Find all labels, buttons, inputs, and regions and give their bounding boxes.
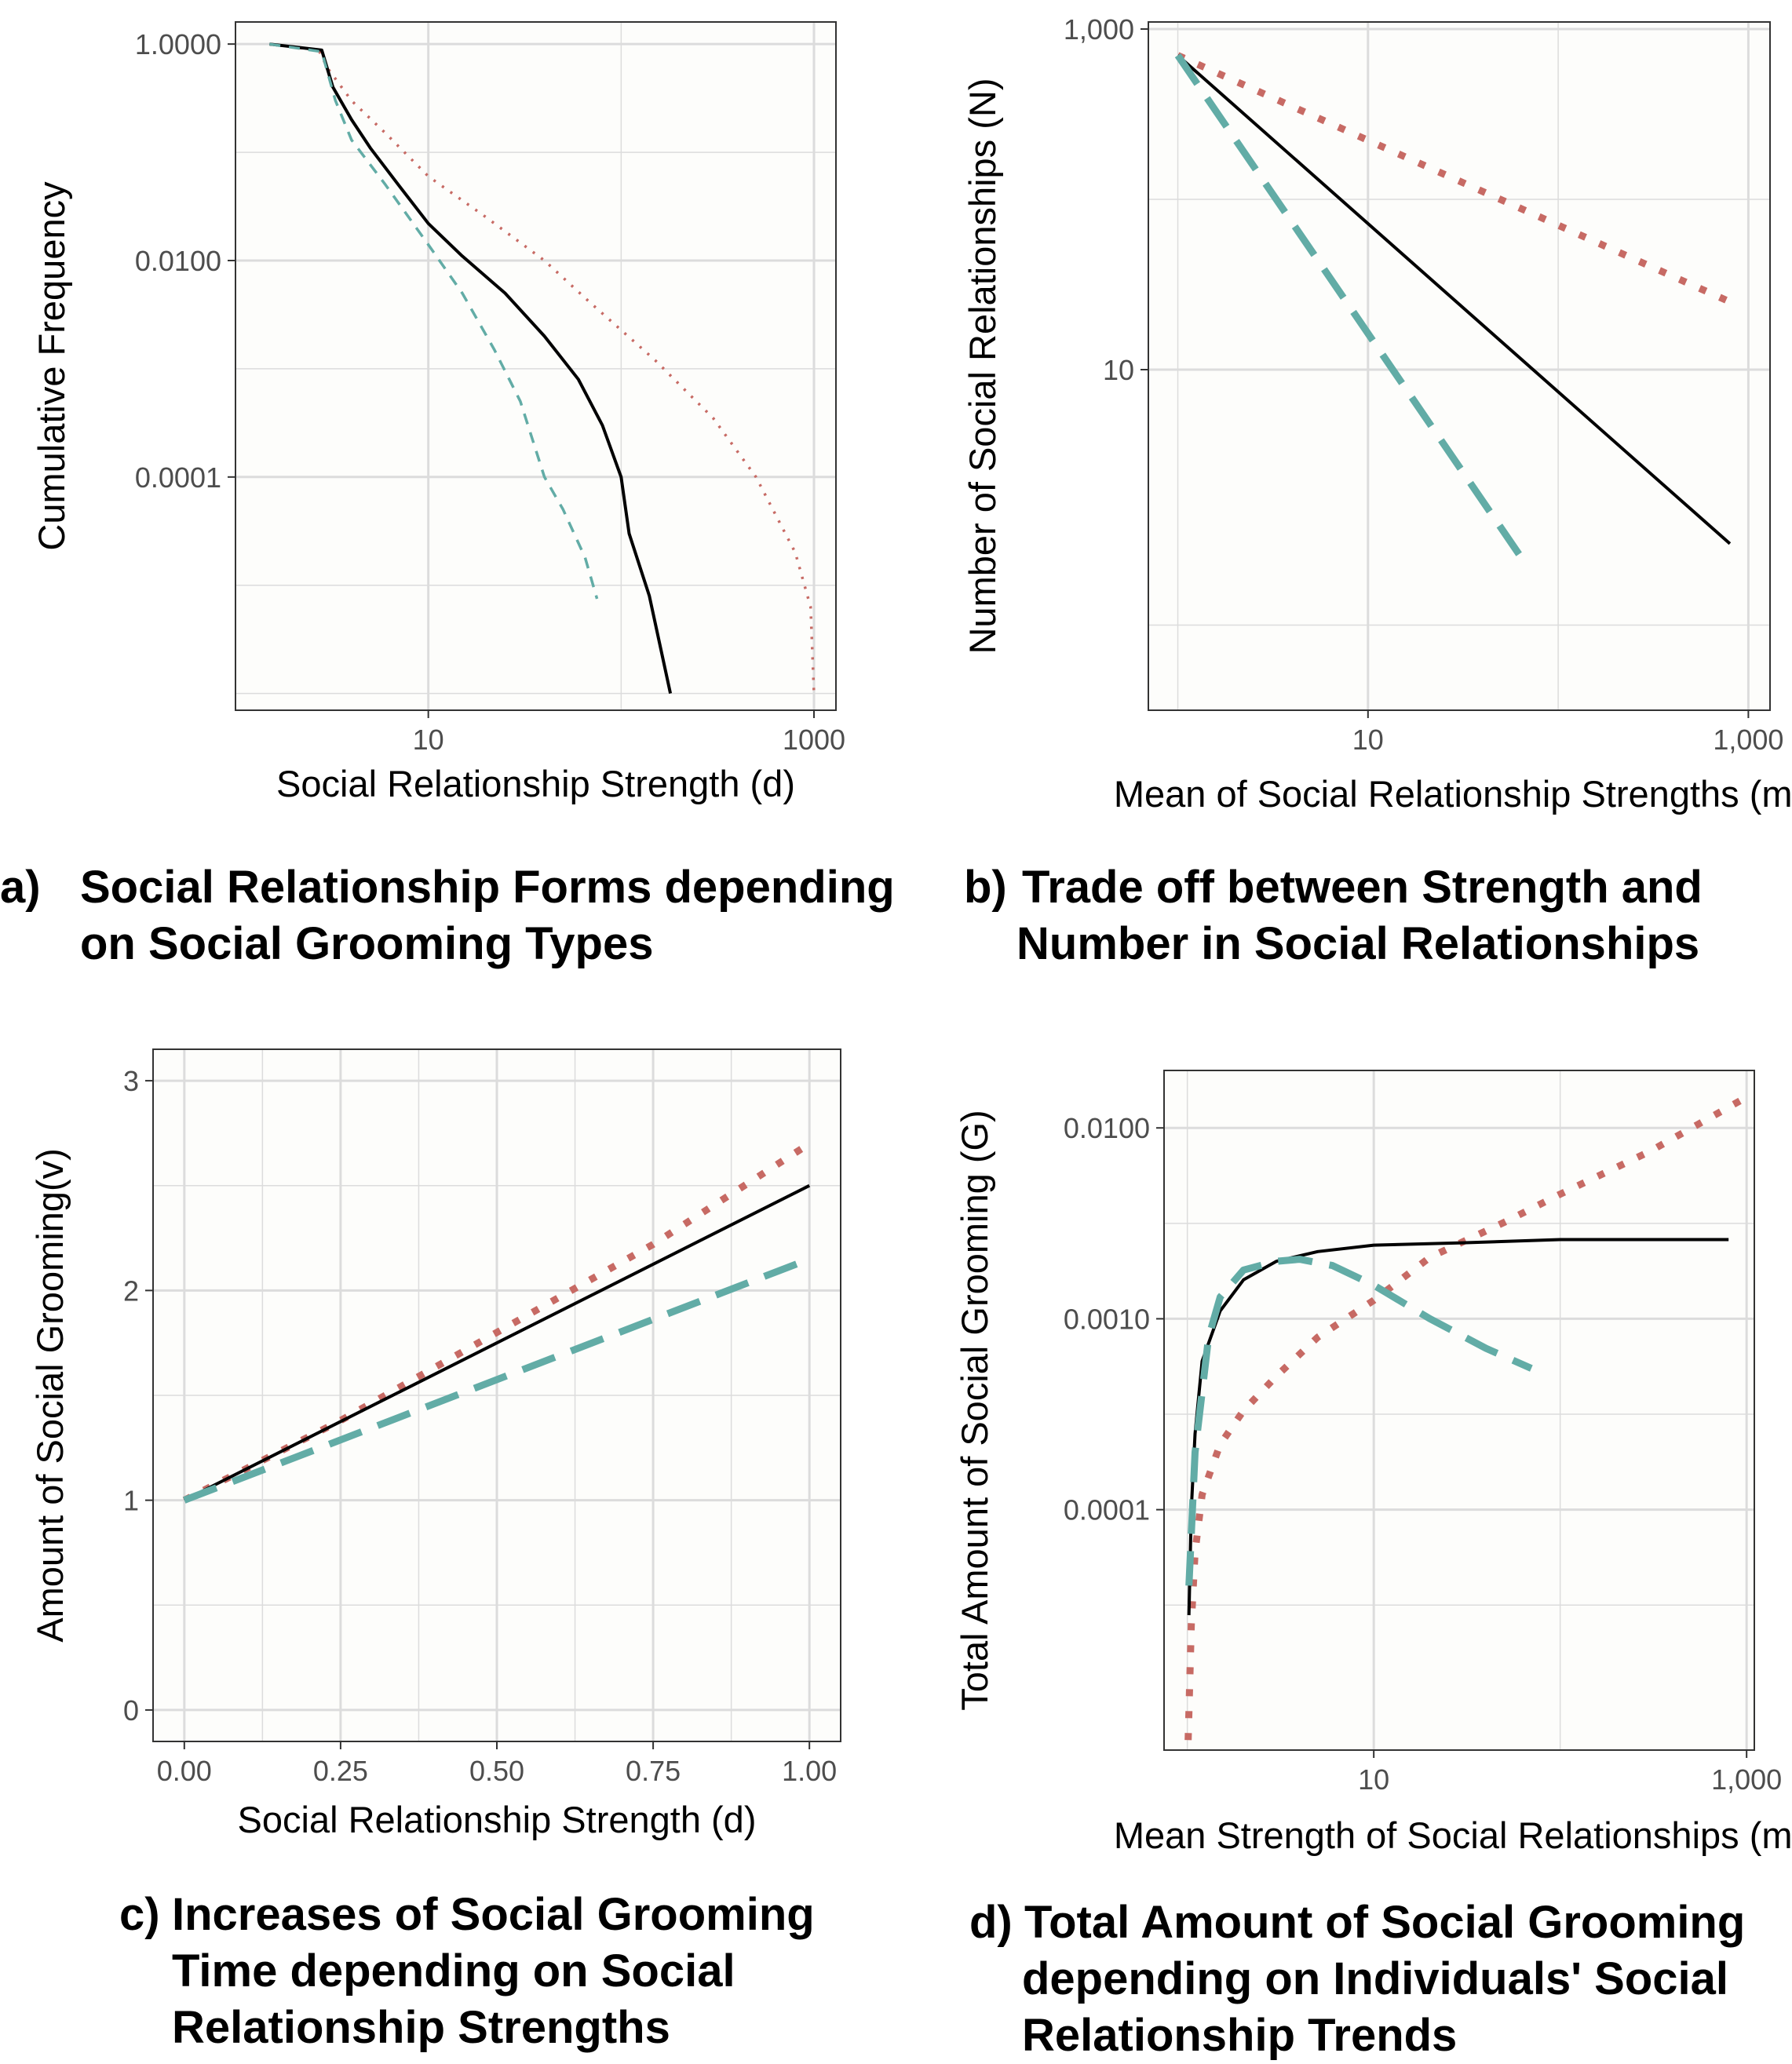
caption-b-label: b) — [964, 862, 1007, 913]
y-tick-label: 0 — [123, 1694, 139, 1727]
chart-a: 10 1000 1.0000 0.0100 0.0001 Social Relations… — [31, 21, 845, 804]
x-axis-title: Mean Strength of Social Relationships (m… — [1114, 1814, 1792, 1856]
y-tick-label: 10 — [1103, 354, 1134, 386]
caption-c: c) Increases of Social Grooming Time dep… — [119, 1887, 815, 2056]
x-tick-label: 10 — [1358, 1763, 1389, 1796]
caption-b-line-2: Number in Social Relationships — [1016, 918, 1700, 969]
series-mixed-line — [269, 42, 816, 694]
x-tick-label: 0.25 — [313, 1755, 368, 1787]
caption-d-line-1: Total Amount of Social Grooming — [1024, 1897, 1746, 1948]
series-weak-line — [183, 1256, 811, 1504]
y-tick-label: 1,000 — [1064, 13, 1134, 46]
x-tick-label: 1.00 — [782, 1755, 837, 1787]
plot-border — [1163, 1070, 1755, 1751]
y-axis-title: Number of Social Relationships (N) — [962, 78, 1003, 654]
x-tick-label: 1,000 — [1711, 1763, 1782, 1796]
plot-background — [1164, 1070, 1754, 1750]
x-tick-label: 0.75 — [626, 1755, 681, 1787]
x-axis-title: Social Relationship Strength (d) — [238, 1799, 757, 1840]
caption-d: d) Total Amount of Social Grooming depen… — [969, 1894, 1745, 2064]
chart-d: 10 1,000 0.0100 0.0010 0.0001 Mean Strength o… — [954, 1070, 1792, 1856]
series-strong-line — [183, 1183, 811, 1502]
y-tick-label: 1.0000 — [135, 28, 221, 60]
series-strong-line — [1187, 1238, 1729, 1616]
chart-b: 10 1,000 10 1,000 Mean of Social Relationshi… — [962, 13, 1792, 815]
caption-b: b) Trade off between Strength and Number… — [964, 859, 1703, 972]
series-weak-line — [269, 42, 599, 600]
caption-c-line-2: Time depending on Social — [172, 1945, 735, 1997]
y-tick-label: 1 — [123, 1485, 139, 1517]
caption-a-line-2: on Social Grooming Types — [80, 918, 654, 969]
x-tick-label: 10 — [413, 724, 444, 756]
y-tick-label: 0.0100 — [1064, 1112, 1150, 1144]
y-axis-title: Total Amount of Social Grooming (G) — [954, 1110, 995, 1710]
y-axis-title: Amount of Social Grooming(v) — [29, 1148, 71, 1643]
series-strong-line — [269, 42, 673, 695]
y-tick-label: 0.0010 — [1064, 1303, 1150, 1335]
series-weak-line — [1185, 1256, 1533, 1586]
x-tick-label: 1000 — [783, 724, 845, 756]
y-tick-label: 0.0001 — [1064, 1494, 1150, 1526]
x-axis-title: Social Relationship Strength (d) — [276, 763, 795, 804]
x-tick-label: 0.50 — [469, 1755, 524, 1787]
y-tick-label: 0.0001 — [135, 461, 221, 494]
plot-border — [235, 21, 837, 711]
y-axis-title: Cumulative Frequency — [31, 181, 72, 551]
plot-background — [1148, 22, 1770, 710]
caption-c-line-3: Relationship Strengths — [172, 2002, 670, 2053]
x-axis-title: Mean of Social Relationship Strengths (m… — [1114, 773, 1792, 815]
y-tick-label: 0.0100 — [135, 245, 221, 277]
caption-a-label: a) — [0, 862, 41, 913]
caption-c-line-1: Increases of Social Grooming — [172, 1889, 815, 1940]
caption-c-label: c) — [119, 1889, 160, 1940]
y-tick-label: 2 — [123, 1275, 139, 1307]
caption-b-line-1: Trade off between Strength and — [1022, 862, 1703, 913]
series-mixed-line — [1184, 1094, 1749, 1741]
chart-c: 0.00 0.25 0.50 0.75 1.00 0 1 2 3 Social Relations… — [29, 1048, 841, 1840]
caption-d-line-2: depending on Individuals' Social — [1022, 1953, 1728, 2004]
caption-d-label: d) — [969, 1897, 1013, 1948]
caption-a: a) Social Relationship Forms depending o… — [0, 859, 895, 972]
plot-border — [1148, 21, 1771, 711]
x-tick-label: 0.00 — [157, 1755, 212, 1787]
series-strong-line — [1177, 54, 1732, 545]
caption-a-line-1: Social Relationship Forms depending — [80, 862, 895, 913]
caption-d-line-3: Relationship Trends — [1022, 2010, 1458, 2061]
plot-background — [235, 22, 836, 710]
x-tick-label: 1,000 — [1713, 724, 1783, 756]
x-tick-label: 10 — [1352, 724, 1384, 756]
y-tick-label: 3 — [123, 1065, 139, 1097]
